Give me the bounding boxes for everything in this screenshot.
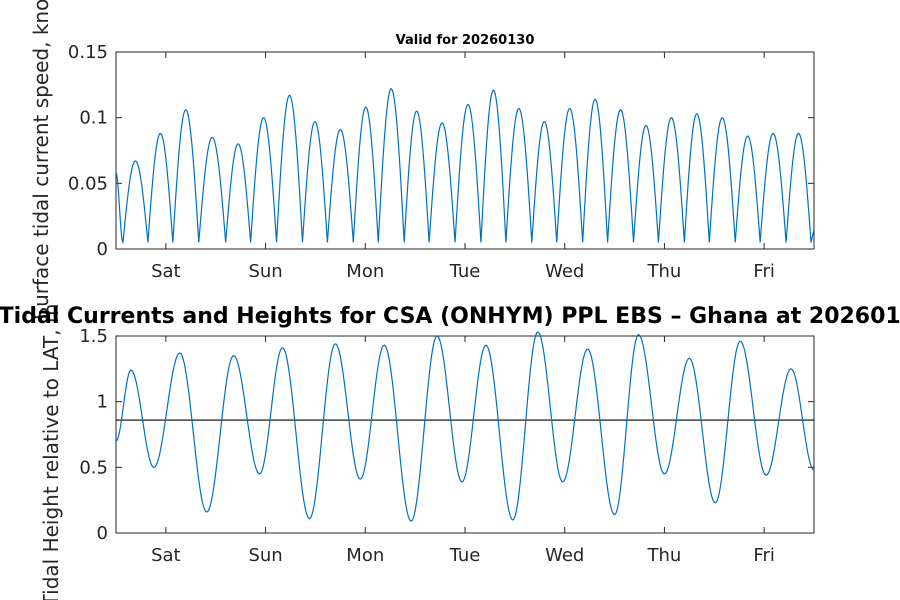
x-tick-label: Sun [248, 545, 282, 566]
tidal-height-chart: 0 0.5 1 1.5 Sat Sun Mon Tue Wed Thu Fri Tidal Hei… [39, 304, 815, 600]
x-tick-label: Thu [647, 261, 682, 282]
y-tick-label: 0 [97, 239, 108, 260]
x-tick-label: Tue [449, 545, 481, 566]
y-tick-label: 1 [97, 392, 108, 413]
current-x-ticks: Sat Sun Mon Tue Wed Thu Fri [151, 52, 775, 282]
y-tick-label: 0.15 [68, 42, 108, 63]
x-tick-label: Mon [346, 261, 384, 282]
figure-main-title: Tidal Currents and Heights for CSA (ONHY… [0, 304, 900, 329]
height-x-ticks: Sat Sun Mon Tue Wed Thu Fri [151, 336, 775, 566]
x-tick-label: Tue [449, 261, 481, 282]
current-y-axis-label: Surface tidal current speed, knots [29, 0, 53, 320]
y-tick-label: 1.5 [79, 326, 108, 347]
current-chart-axes [115, 51, 815, 250]
x-tick-label: Sat [151, 545, 181, 566]
current-chart-title: Valid for 20260130 [396, 33, 535, 48]
y-tick-label: 0.05 [68, 173, 108, 194]
y-tick-label: 0.1 [79, 108, 108, 129]
x-tick-label: Sat [151, 261, 181, 282]
height-y-axis-label: Tidal Height relative to LAT, m [39, 304, 63, 600]
x-tick-label: Mon [346, 545, 384, 566]
x-tick-label: Sun [248, 261, 282, 282]
x-tick-label: Thu [647, 545, 682, 566]
x-tick-label: Wed [545, 261, 584, 282]
current-y-ticks: 0 0.05 0.1 0.15 [68, 42, 814, 260]
x-tick-label: Wed [545, 545, 584, 566]
current-speed-chart: Valid for 20260130 0 0.05 0.1 0.15 Sat Sun Mo… [29, 0, 815, 320]
current-speed-line [115, 88, 815, 244]
x-tick-label: Fri [753, 545, 774, 566]
y-tick-label: 0.5 [79, 457, 108, 478]
x-tick-label: Fri [753, 261, 774, 282]
tidal-height-line [115, 331, 815, 522]
height-y-ticks: 0 0.5 1 1.5 [79, 326, 814, 544]
y-tick-label: 0 [97, 523, 108, 544]
